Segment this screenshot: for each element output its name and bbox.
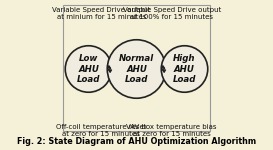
Circle shape [65,46,112,92]
FancyArrowPatch shape [161,66,165,68]
FancyArrowPatch shape [108,70,112,72]
Text: Off-coil temperature reset
at zero for 15 minutes: Off-coil temperature reset at zero for 1… [56,124,147,137]
Text: Low
AHU
Load: Low AHU Load [77,54,100,84]
Text: Normal
AHU
Load: Normal AHU Load [119,54,154,84]
Text: Variable Speed Drive output
at minium for 15 minutes: Variable Speed Drive output at minium fo… [52,7,150,20]
Circle shape [107,40,166,98]
FancyArrowPatch shape [162,70,165,72]
Text: High
AHU
Load: High AHU Load [173,54,196,84]
Bar [63,4,210,130]
Circle shape [161,46,208,92]
Text: Fig. 2: State Diagram of AHU Optimization Algorithm: Fig. 2: State Diagram of AHU Optimizatio… [17,136,256,146]
Text: VAV box temperature bias
at zero for 15 minutes: VAV box temperature bias at zero for 15 … [126,124,217,137]
FancyArrowPatch shape [108,66,111,68]
Text: Variable Speed Drive output
at 100% for 15 minutes: Variable Speed Drive output at 100% for … [123,7,221,20]
